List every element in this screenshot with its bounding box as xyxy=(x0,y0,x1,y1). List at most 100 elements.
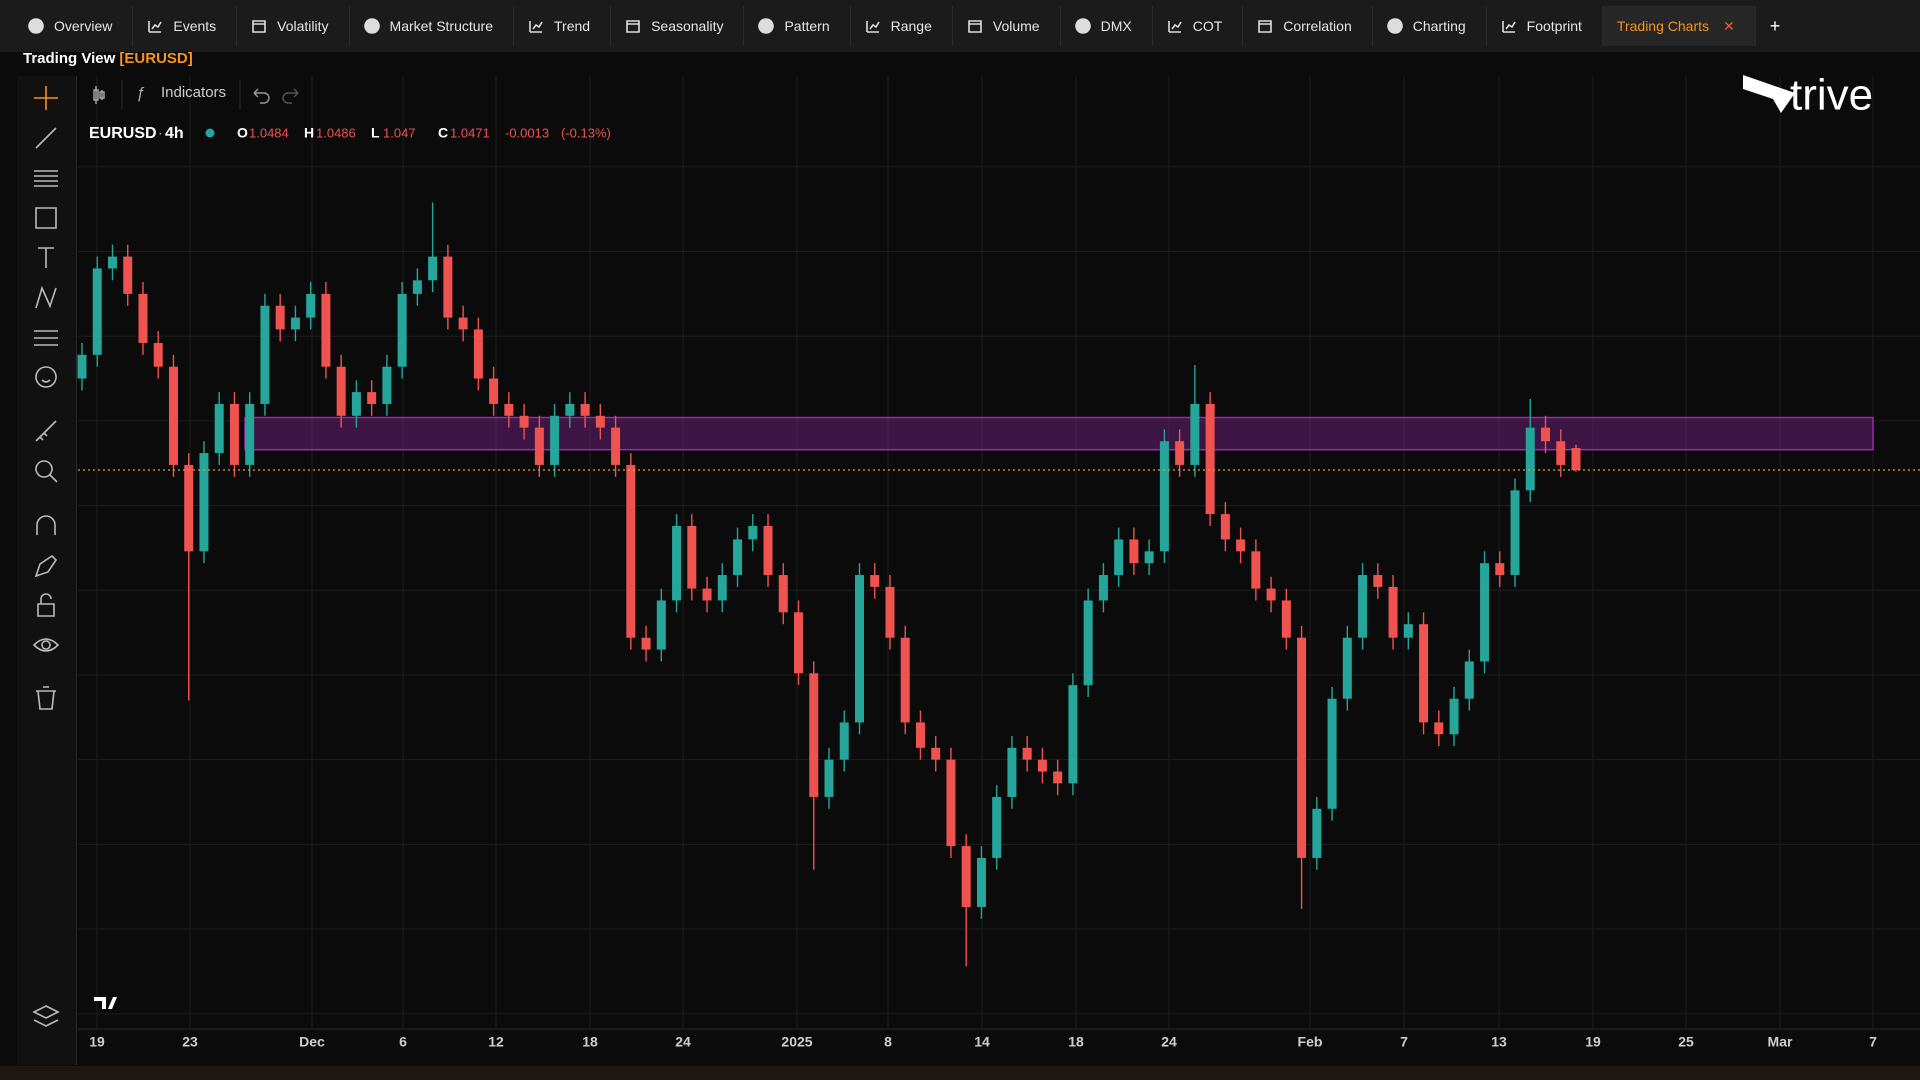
x-tick-label: 8 xyxy=(884,1034,892,1050)
tool-button[interactable] xyxy=(38,247,54,268)
tab-icon xyxy=(148,21,163,33)
redo-button[interactable] xyxy=(282,88,299,104)
nav-tab[interactable]: DMX xyxy=(1061,6,1153,46)
candle-body xyxy=(1022,747,1032,760)
tool-button[interactable] xyxy=(34,86,58,110)
nav-tab[interactable]: Range xyxy=(851,6,953,46)
add-tab[interactable]: + xyxy=(1769,15,1781,36)
tab-icon-shape xyxy=(1258,20,1273,33)
candle-body xyxy=(1373,575,1383,587)
legend-change-pct: (-0.13%) xyxy=(561,125,611,140)
tab-label: Overview xyxy=(54,18,113,34)
candle-body xyxy=(748,525,758,540)
candle-body xyxy=(733,539,743,576)
x-tick-label: 19 xyxy=(1585,1034,1601,1050)
grid xyxy=(78,76,1920,1029)
candle-body xyxy=(580,403,590,416)
candle-body xyxy=(626,464,636,638)
candle-body xyxy=(123,256,133,294)
nav-tab[interactable]: Seasonality xyxy=(611,6,745,46)
tab-icon xyxy=(1258,20,1273,33)
candle-body xyxy=(1129,539,1139,564)
tab-icon-shape xyxy=(758,18,775,34)
candle-body xyxy=(1449,698,1459,735)
candle-body xyxy=(473,329,483,379)
tab-icon xyxy=(865,21,880,33)
tab-label: Volatility xyxy=(277,18,329,34)
legend-interval: 4h xyxy=(165,125,184,142)
nav-tab[interactable]: Charting xyxy=(1373,6,1487,46)
tool-button[interactable] xyxy=(35,420,57,442)
page-title: Trading View [EURUSD] xyxy=(23,50,193,67)
candle-body xyxy=(946,759,956,847)
candle-body xyxy=(534,427,544,465)
legend-label: O xyxy=(237,125,248,141)
tool-button[interactable] xyxy=(37,593,55,617)
chart-type-button[interactable] xyxy=(93,86,105,104)
tool-button[interactable] xyxy=(36,686,56,710)
tab-icon-shape xyxy=(28,18,44,34)
title-symbol: [EURUSD] xyxy=(119,50,193,67)
tool-button[interactable] xyxy=(32,638,60,652)
tab-icon xyxy=(252,20,266,33)
x-tick-label: 18 xyxy=(1068,1034,1084,1050)
tool-button[interactable] xyxy=(34,330,58,346)
tab-label: Volume xyxy=(992,18,1040,34)
nav-tab[interactable]: Events xyxy=(133,6,238,46)
nav-tab[interactable]: COT xyxy=(1153,6,1244,46)
x-tick-label: 7 xyxy=(1400,1034,1408,1050)
tab-icon-shape xyxy=(865,21,880,33)
x-tick-label: 23 xyxy=(182,1034,198,1050)
nav-tab[interactable]: Footprint xyxy=(1487,6,1603,46)
x-tick-label: 19 xyxy=(89,1034,105,1050)
candle-body xyxy=(1403,624,1413,638)
nav-tab[interactable]: Pattern xyxy=(744,6,851,46)
candle-body xyxy=(1464,661,1474,699)
tab-label: Trading Charts xyxy=(1616,18,1709,34)
candle-body xyxy=(1098,575,1108,601)
nav-tab[interactable]: Volume xyxy=(953,6,1061,46)
tool-button[interactable] xyxy=(35,366,57,388)
candle-body xyxy=(611,427,621,465)
candle-body xyxy=(321,293,331,367)
candle-body xyxy=(138,293,148,343)
tool-button[interactable] xyxy=(35,285,57,309)
nav-tab[interactable]: Volatility xyxy=(237,6,350,46)
tool-button[interactable] xyxy=(35,207,57,229)
legend-value: 1.0471 xyxy=(450,125,490,140)
tool-button[interactable] xyxy=(36,515,56,535)
candle-body xyxy=(976,857,986,908)
undo-button[interactable] xyxy=(253,88,270,104)
tool-icons xyxy=(32,86,60,1027)
tool-button[interactable] xyxy=(32,1005,60,1027)
brand: trive xyxy=(1790,71,1873,120)
nav-tab[interactable]: Market Structure xyxy=(350,6,515,46)
indicators-button[interactable]: Indicators xyxy=(161,84,226,101)
tv-logo xyxy=(94,997,117,1009)
status-dot xyxy=(205,128,215,138)
tool-button[interactable] xyxy=(35,127,57,149)
candle-body xyxy=(306,293,316,318)
candle-body xyxy=(839,722,849,760)
nav-tab[interactable]: Trend xyxy=(514,6,612,46)
candle-body xyxy=(184,464,194,552)
brand-mark xyxy=(1743,75,1795,113)
candle-body xyxy=(504,403,514,416)
tool-button[interactable] xyxy=(34,170,58,187)
candle-body xyxy=(1434,722,1444,735)
tab-close[interactable]: ✕ xyxy=(1723,17,1735,34)
nav-tab[interactable]: Trading Charts ✕ xyxy=(1602,6,1756,46)
tool-button[interactable] xyxy=(35,460,58,483)
nav-tab[interactable]: Correlation xyxy=(1243,6,1373,46)
title-text: Trading View xyxy=(23,50,116,67)
legend-symbol: EURUSD xyxy=(89,125,157,142)
tool-button[interactable] xyxy=(34,554,58,578)
nav-tab[interactable]: Overview xyxy=(14,6,134,46)
tab-label: Footprint xyxy=(1526,18,1582,34)
candle-body xyxy=(489,378,499,404)
x-tick-label: Mar xyxy=(1768,1034,1793,1050)
candle-body xyxy=(92,268,102,355)
candle-body xyxy=(1053,771,1063,784)
